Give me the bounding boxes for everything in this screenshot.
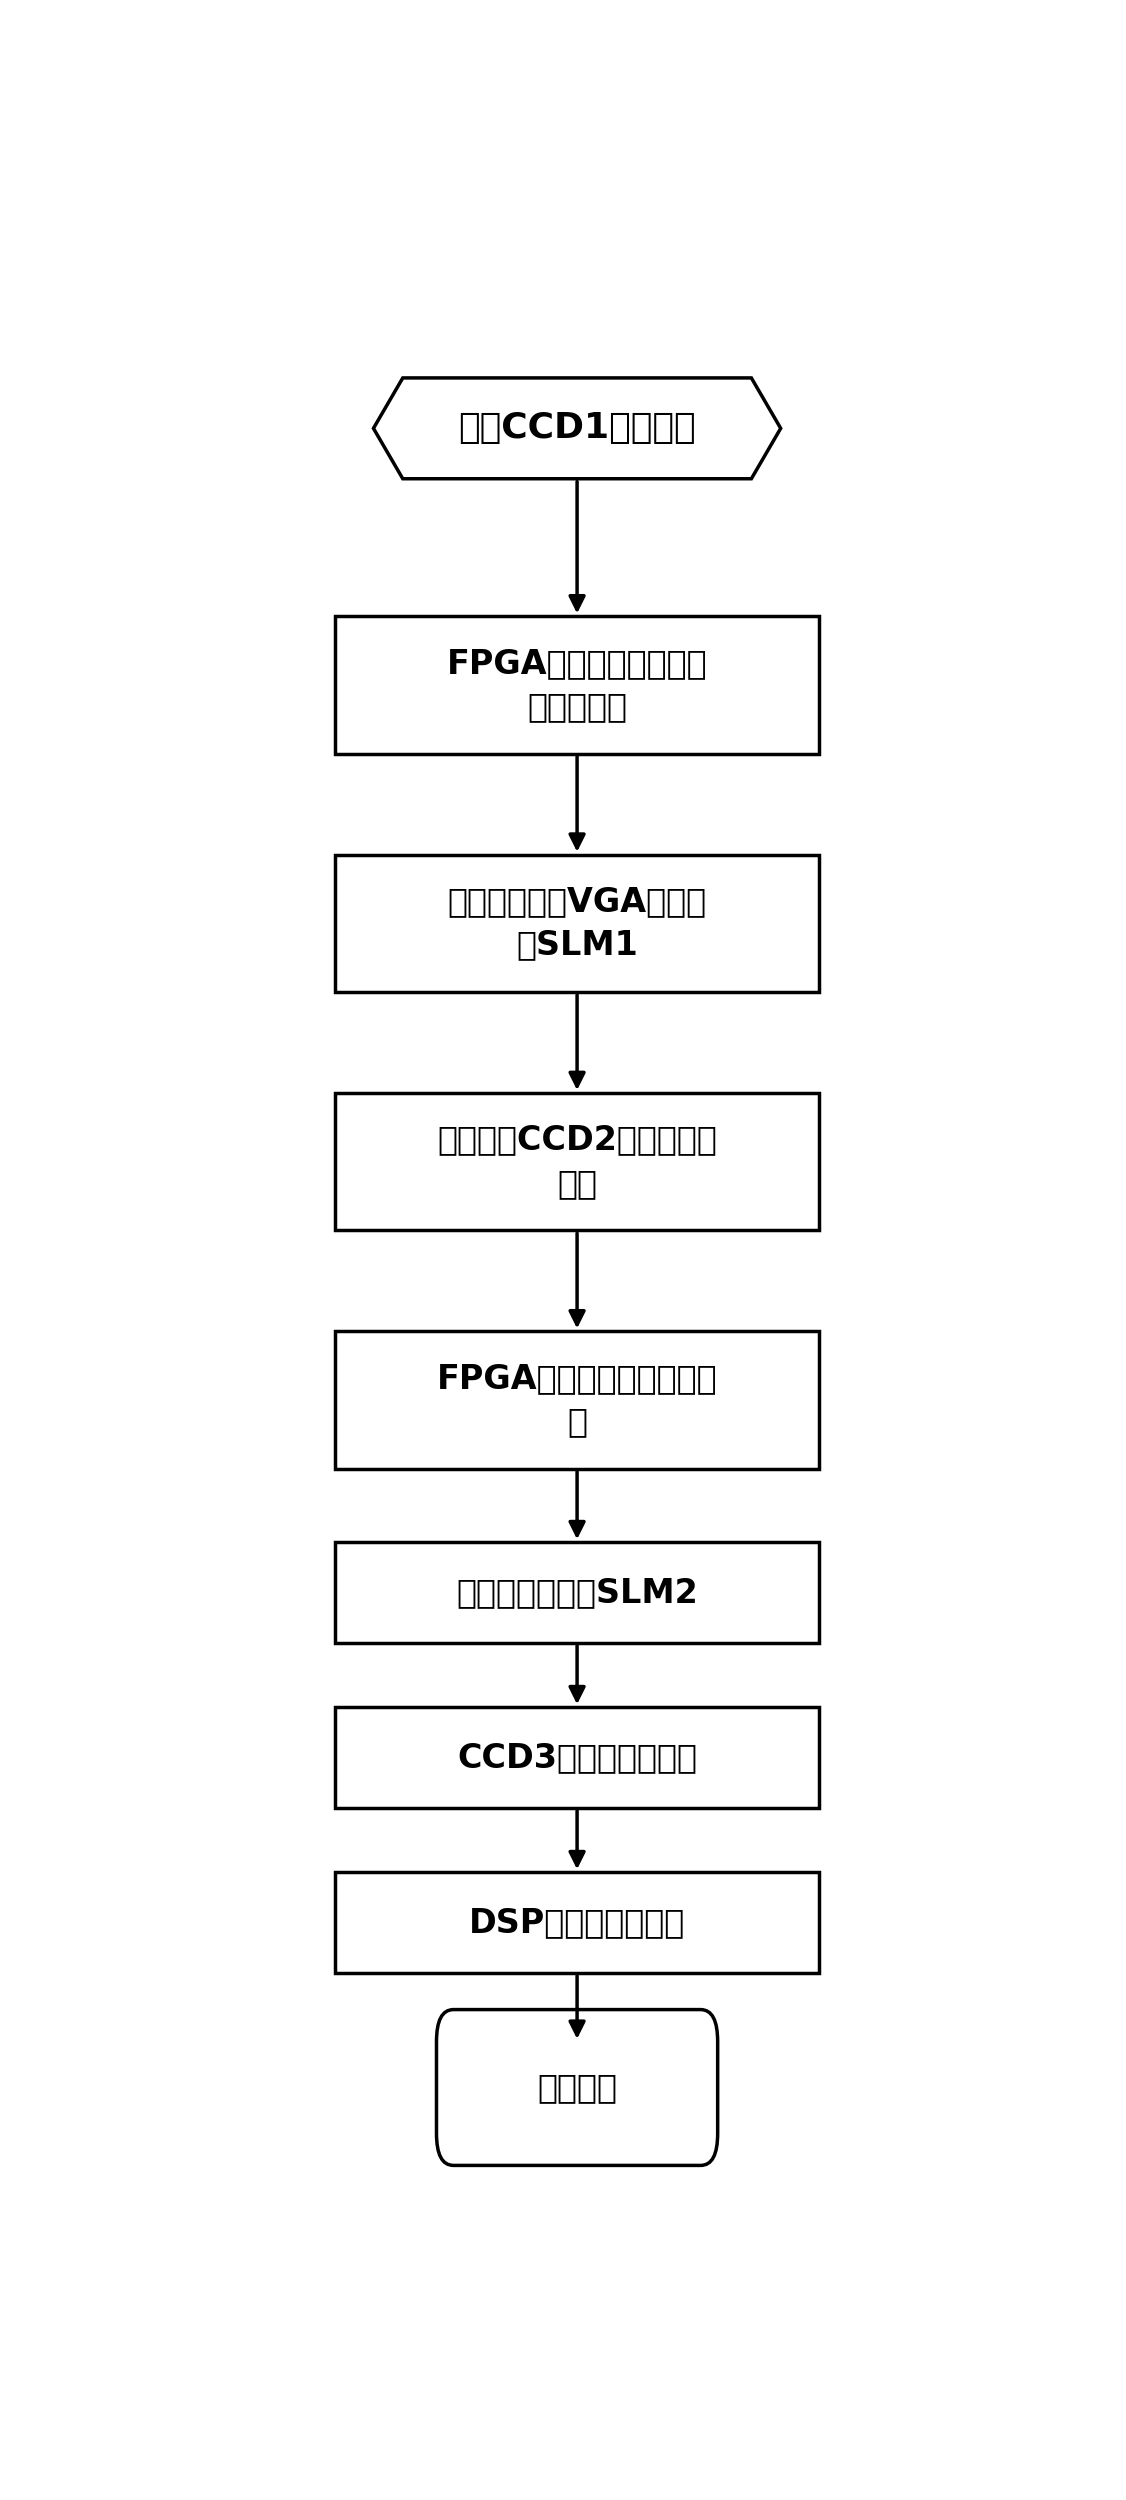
FancyBboxPatch shape [437,2010,717,2165]
FancyBboxPatch shape [334,1330,820,1467]
FancyBboxPatch shape [334,855,820,993]
Text: 输出结果: 输出结果 [537,2070,617,2105]
Text: 高速CCD1获取图像: 高速CCD1获取图像 [458,412,696,445]
Text: 联合功率谱送入SLM2: 联合功率谱送入SLM2 [456,1575,698,1610]
Text: CCD3获得相关峰图像: CCD3获得相关峰图像 [457,1740,697,1775]
FancyBboxPatch shape [334,1092,820,1230]
FancyBboxPatch shape [334,1708,820,1808]
FancyBboxPatch shape [334,1542,820,1642]
Polygon shape [374,378,780,480]
Text: DSP实现相关峰检测: DSP实现相关峰检测 [468,1905,686,1940]
FancyBboxPatch shape [334,1872,820,1972]
Text: 合成图像通过VGA接口送
入SLM1: 合成图像通过VGA接口送 入SLM1 [447,885,707,963]
Text: 频谱采样CCD2获取联合功
率谱: 频谱采样CCD2获取联合功 率谱 [437,1122,717,1200]
Text: FPGA实现当前帧和参考
帧图像合成: FPGA实现当前帧和参考 帧图像合成 [447,648,707,722]
Text: FPGA实现联合功率谱二值
化: FPGA实现联合功率谱二值 化 [437,1362,717,1437]
FancyBboxPatch shape [334,618,820,755]
